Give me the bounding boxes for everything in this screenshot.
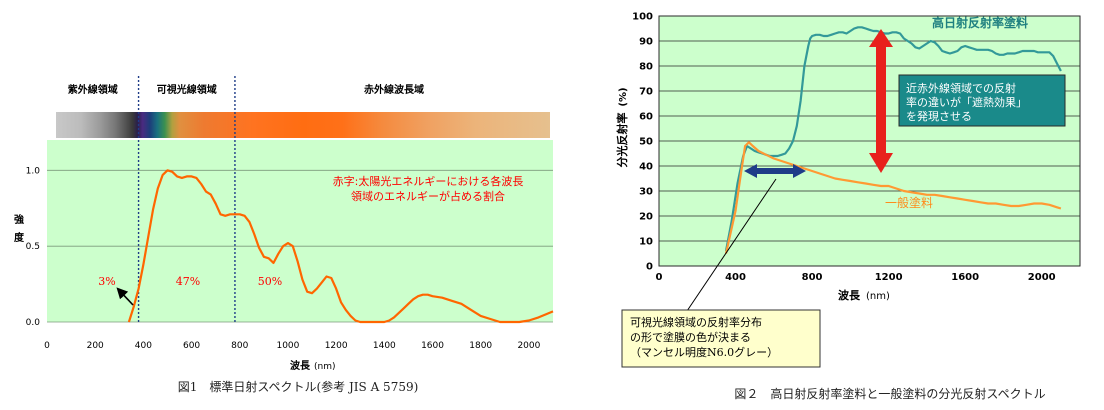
figure-1-x-axis-label: 波長	[290, 359, 311, 372]
figure-1-y-axis-label-char-2: 度	[14, 231, 25, 244]
figure-2-y-tick: 0	[646, 262, 653, 273]
figure-1-caption: 図1 標準日射スペクトル(参考 JIS A 5759)	[178, 379, 419, 394]
figure-1-y-tick: 0.0	[26, 318, 41, 328]
figure-1-x-tick: 1200	[325, 341, 348, 351]
figure-1-x-tick: 2000	[517, 341, 540, 351]
figure-1-x-tick: 1600	[421, 341, 444, 351]
figure-2-x-axis-label: 波長	[838, 288, 861, 302]
figure-1-y-tick: 0.5	[26, 242, 40, 252]
figure-1-y-tick: 1.0	[26, 166, 41, 176]
figure-2-x-tick: 1200	[875, 272, 903, 283]
solar-spectrum-line	[127, 169, 554, 324]
series-label-general: 一般塗料	[885, 195, 933, 210]
band-dividers	[137, 76, 236, 322]
figure-2-gridlines	[658, 15, 1081, 267]
figure-2-plot-border	[658, 15, 1081, 267]
figure-2-x-tick: 1600	[951, 272, 979, 283]
near-infrared-callout	[898, 74, 1066, 127]
figure-2-y-tick: 70	[639, 87, 653, 98]
figure-2-x-tick: 0	[656, 272, 663, 283]
visible-range-callout-line-2: の形で塗膜の色が決まる	[630, 330, 751, 344]
figure-2-y-tick: 20	[639, 212, 653, 223]
figure-2-x-tick-labels: 0 400 800 1200 1600 2000	[656, 272, 1056, 283]
figure-1-x-tick: 800	[231, 341, 248, 351]
spectrum-color-bar	[56, 112, 550, 138]
figure-2-y-tick: 90	[639, 37, 653, 48]
band-label: 紫外線領域	[68, 83, 118, 96]
visible-range-callout-line-3: （マンセル明度N6.0グレー）	[630, 345, 778, 359]
red-double-arrow	[869, 29, 893, 173]
figure-2-x-axis-unit: (nm)	[866, 291, 890, 302]
figure-1-x-tick: 400	[135, 341, 152, 351]
figure-1-y-tick-labels: 0.0 0.5 1.0	[26, 166, 41, 328]
figure-2-x-tick: 800	[802, 272, 823, 283]
figure-1-x-tick: 200	[87, 341, 104, 351]
share-visible: 47%	[176, 275, 200, 288]
figure-1-x-tick-labels: 0 200 400 600 800 1000 1200 1400 1600 1800 2000	[44, 341, 540, 351]
figure-2-y-tick: 80	[639, 62, 653, 73]
uv-share-arrow	[116, 287, 134, 306]
figure-2-y-tick: 30	[639, 187, 653, 198]
figure-2-x-tick: 2000	[1028, 272, 1056, 283]
figure-1-x-axis-unit: (nm)	[314, 362, 336, 372]
figure-1-x-tick: 1400	[373, 341, 396, 351]
figure-2-y-tick: 10	[639, 237, 653, 248]
figure-2-x-tick: 400	[725, 272, 746, 283]
share-infrared: 50%	[258, 275, 282, 288]
general-paint-line	[724, 141, 1062, 254]
figure-2-y-axis-label: 分光反射率	[615, 113, 629, 168]
figure-2-caption: 図２ 高日射反射率塗料と一般塗料の分光反射スペクトル	[734, 386, 1045, 401]
near-infrared-callout-line-1: 近赤外線領域での反射	[906, 81, 1016, 95]
figure-2-y-tick: 100	[632, 12, 653, 23]
figure-1: 紫外線領域 可視光線領域 赤外線波長域 0.0 0.5 1.0 0 200 400 600 80…	[14, 76, 554, 394]
visible-callout-leader	[686, 178, 777, 312]
visible-range-callout-line-1: 可視光線領域の反射率分布	[630, 315, 762, 329]
band-label: 可視光線領域	[157, 83, 217, 96]
share-uv: 3%	[98, 275, 115, 288]
figure-1-x-tick: 1800	[469, 341, 492, 351]
figure-1-x-tick: 0	[44, 341, 50, 351]
band-labels: 紫外線領域 可視光線領域 赤外線波長域	[68, 83, 424, 96]
blue-double-arrow	[744, 164, 806, 178]
near-infrared-callout-line-2: 率の違いが「遮熱効果」	[906, 95, 1027, 109]
figure-1-x-tick: 600	[183, 341, 200, 351]
figure-2-y-tick: 60	[639, 112, 653, 123]
band-label: 赤外線波長域	[364, 83, 424, 96]
figure-2-y-tick: 50	[639, 137, 653, 148]
figure-1-gridlines	[47, 169, 553, 323]
figure-1-x-tick: 1000	[276, 341, 299, 351]
high-reflectance-paint-line	[724, 26, 1062, 252]
annotation-line-2: 領域のエネルギーが占める割合	[351, 189, 505, 203]
figure-2-y-tick: 40	[639, 162, 653, 173]
annotation-line-1: 赤字:太陽光エネルギーにおける各波長	[333, 174, 524, 188]
figure-2-y-tick-labels: 0 10 20 30 40 50 60 70 80 90 100	[632, 12, 653, 273]
series-label-high-reflectance: 高日射反射率塗料	[932, 15, 1028, 30]
figure-2-y-axis-unit: (%)	[618, 87, 629, 106]
figure-1-y-axis-label-char-1: 強	[14, 213, 24, 226]
near-infrared-callout-line-3: を発現させる	[906, 109, 972, 123]
figure-2: 0 10 20 30 40 50 60 70 80 90 100 0 400 800 1200 1600 20…	[615, 12, 1081, 401]
visible-range-callout	[621, 309, 821, 368]
